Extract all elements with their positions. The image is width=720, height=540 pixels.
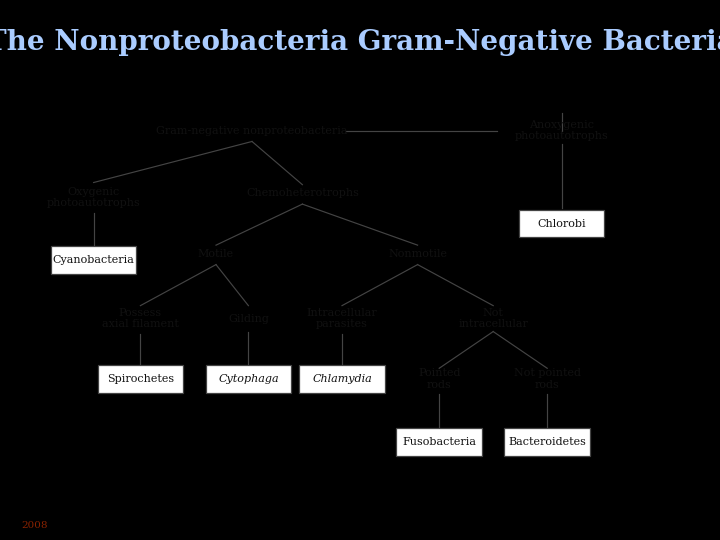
FancyBboxPatch shape bbox=[300, 365, 384, 393]
Text: Bacteroidetes: Bacteroidetes bbox=[508, 437, 586, 447]
Text: Gram-negative nonproteobacteria: Gram-negative nonproteobacteria bbox=[156, 126, 348, 136]
Text: Pointed
rods: Pointed rods bbox=[418, 368, 461, 390]
FancyBboxPatch shape bbox=[396, 428, 482, 456]
Text: Chemoheterotrophs: Chemoheterotrophs bbox=[246, 188, 359, 198]
Text: Cyanobacteria: Cyanobacteria bbox=[53, 255, 135, 265]
Text: Not pointed
rods: Not pointed rods bbox=[513, 368, 581, 390]
FancyBboxPatch shape bbox=[98, 365, 183, 393]
Text: Oxygenic
photoautotrophs: Oxygenic photoautotrophs bbox=[47, 187, 140, 208]
Text: Chlorobi: Chlorobi bbox=[537, 219, 586, 228]
Text: Motile: Motile bbox=[198, 249, 234, 259]
Text: Spirochetes: Spirochetes bbox=[107, 374, 174, 384]
FancyBboxPatch shape bbox=[504, 428, 590, 456]
Text: Gilding: Gilding bbox=[228, 314, 269, 323]
FancyBboxPatch shape bbox=[50, 246, 137, 274]
FancyBboxPatch shape bbox=[518, 210, 605, 238]
FancyBboxPatch shape bbox=[206, 365, 291, 393]
Text: Possess
axial filament: Possess axial filament bbox=[102, 308, 179, 329]
Text: Intracellular
parasites: Intracellular parasites bbox=[307, 308, 377, 329]
Text: The Nonproteobacteria Gram-Negative Bacteria: The Nonproteobacteria Gram-Negative Bact… bbox=[0, 30, 720, 57]
Text: Nonmotile: Nonmotile bbox=[388, 249, 447, 259]
Text: Cytophaga: Cytophaga bbox=[218, 374, 279, 384]
Text: Chlamydia: Chlamydia bbox=[312, 374, 372, 384]
Text: Not
intracellular: Not intracellular bbox=[458, 308, 528, 329]
Text: Anoxygenic
photoautotrophs: Anoxygenic photoautotrophs bbox=[515, 120, 608, 141]
Text: Fusobacteria: Fusobacteria bbox=[402, 437, 476, 447]
Text: 2008: 2008 bbox=[22, 522, 48, 530]
